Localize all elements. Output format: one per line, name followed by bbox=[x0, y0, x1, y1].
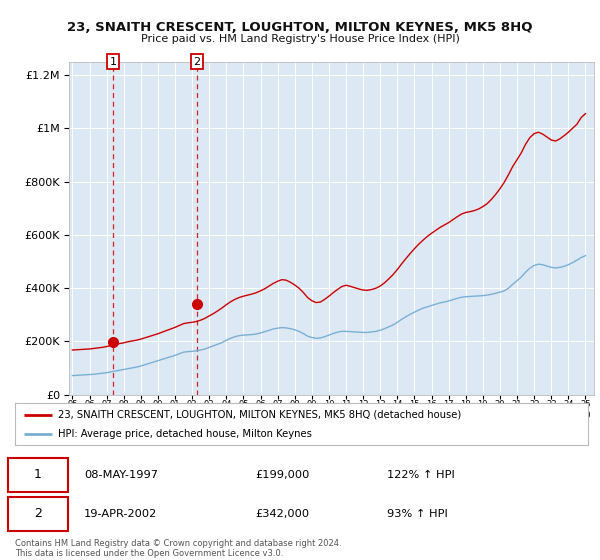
Text: 93% ↑ HPI: 93% ↑ HPI bbox=[388, 509, 448, 519]
Text: 122% ↑ HPI: 122% ↑ HPI bbox=[388, 470, 455, 479]
Text: £342,000: £342,000 bbox=[256, 509, 310, 519]
FancyBboxPatch shape bbox=[8, 458, 68, 492]
Text: 08-MAY-1997: 08-MAY-1997 bbox=[84, 470, 158, 479]
Text: 1: 1 bbox=[109, 57, 116, 67]
Text: 1: 1 bbox=[34, 468, 42, 481]
Text: Price paid vs. HM Land Registry's House Price Index (HPI): Price paid vs. HM Land Registry's House … bbox=[140, 34, 460, 44]
FancyBboxPatch shape bbox=[8, 497, 68, 531]
Text: 23, SNAITH CRESCENT, LOUGHTON, MILTON KEYNES, MK5 8HQ (detached house): 23, SNAITH CRESCENT, LOUGHTON, MILTON KE… bbox=[58, 409, 461, 419]
Text: 23, SNAITH CRESCENT, LOUGHTON, MILTON KEYNES, MK5 8HQ: 23, SNAITH CRESCENT, LOUGHTON, MILTON KE… bbox=[67, 21, 533, 34]
Text: HPI: Average price, detached house, Milton Keynes: HPI: Average price, detached house, Milt… bbox=[58, 429, 312, 439]
Text: 19-APR-2002: 19-APR-2002 bbox=[84, 509, 157, 519]
Text: 2: 2 bbox=[34, 507, 42, 520]
Text: 2: 2 bbox=[194, 57, 200, 67]
Text: Contains HM Land Registry data © Crown copyright and database right 2024.
This d: Contains HM Land Registry data © Crown c… bbox=[15, 539, 341, 558]
Text: £199,000: £199,000 bbox=[256, 470, 310, 479]
